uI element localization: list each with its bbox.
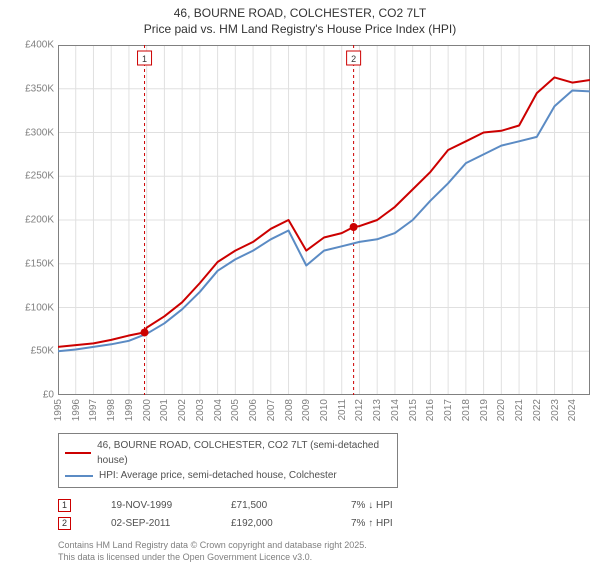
chart-title-line1: 46, BOURNE ROAD, COLCHESTER, CO2 7LT [8, 6, 592, 22]
legend-label: HPI: Average price, semi-detached house,… [99, 468, 337, 483]
x-axis-label: 1999 [124, 399, 135, 421]
x-axis-label: 1998 [106, 399, 117, 421]
chart-title-line2: Price paid vs. HM Land Registry's House … [8, 22, 592, 38]
x-axis-label: 2017 [443, 399, 454, 421]
marker-row: 1 19-NOV-1999 £71,500 7% ↓ HPI [58, 496, 592, 514]
marker-row: 2 02-SEP-2011 £192,000 7% ↑ HPI [58, 514, 592, 532]
x-axis-label: 2013 [372, 399, 383, 421]
legend-label: 46, BOURNE ROAD, COLCHESTER, CO2 7LT (se… [97, 438, 391, 468]
legend-swatch [65, 475, 93, 477]
marker-date: 19-NOV-1999 [111, 500, 231, 511]
x-axis-label: 2000 [142, 399, 153, 421]
x-axis-label: 2003 [195, 399, 206, 421]
x-axis-label: 2018 [461, 399, 472, 421]
marker-date: 02-SEP-2011 [111, 518, 231, 529]
x-axis-label: 2007 [266, 399, 277, 421]
footer-line: Contains HM Land Registry data © Crown c… [58, 540, 592, 552]
x-axis-label: 2019 [479, 399, 490, 421]
marker-badge: 1 [58, 499, 71, 512]
legend-swatch [65, 452, 91, 454]
y-axis-label: £350K [6, 83, 54, 94]
y-axis-label: £250K [6, 171, 54, 182]
y-axis-label: £200K [6, 215, 54, 226]
marker-price: £192,000 [231, 518, 351, 529]
x-axis-label: 2015 [408, 399, 419, 421]
marker-badge: 2 [58, 517, 71, 530]
x-axis-label: 1995 [53, 399, 64, 421]
marker-diff: 7% ↓ HPI [351, 500, 393, 511]
x-axis-label: 2012 [354, 399, 365, 421]
marker-diff: 7% ↑ HPI [351, 518, 393, 529]
marker-table: 1 19-NOV-1999 £71,500 7% ↓ HPI 2 02-SEP-… [58, 496, 592, 532]
marker-price: £71,500 [231, 500, 351, 511]
x-axis-label: 2023 [550, 399, 561, 421]
x-axis-label: 2024 [567, 399, 578, 421]
legend: 46, BOURNE ROAD, COLCHESTER, CO2 7LT (se… [58, 433, 398, 488]
svg-text:2: 2 [351, 54, 356, 64]
x-axis-label: 2016 [425, 399, 436, 421]
footer-line: This data is licensed under the Open Gov… [58, 552, 592, 564]
x-axis-label: 2021 [514, 399, 525, 421]
legend-item: HPI: Average price, semi-detached house,… [65, 468, 391, 483]
y-axis-label: £300K [6, 127, 54, 138]
x-axis-label: 2011 [337, 399, 348, 421]
x-axis-label: 2009 [301, 399, 312, 421]
x-axis-label: 2010 [319, 399, 330, 421]
x-axis-label: 2008 [284, 399, 295, 421]
chart-area: 12 £0£50K£100K£150K£200K£250K£300K£350K£… [8, 41, 592, 431]
x-axis-label: 2001 [159, 399, 170, 421]
x-axis-label: 2006 [248, 399, 259, 421]
svg-text:1: 1 [142, 54, 147, 64]
y-axis-label: £50K [6, 346, 54, 357]
legend-item: 46, BOURNE ROAD, COLCHESTER, CO2 7LT (se… [65, 438, 391, 468]
y-axis-label: £150K [6, 258, 54, 269]
footer: Contains HM Land Registry data © Crown c… [58, 540, 592, 563]
x-axis-label: 2020 [496, 399, 507, 421]
x-axis-label: 1997 [88, 399, 99, 421]
y-axis-label: £100K [6, 302, 54, 313]
y-axis-label: £0 [6, 390, 54, 401]
x-axis-label: 2005 [230, 399, 241, 421]
x-axis-label: 1996 [71, 399, 82, 421]
x-axis-label: 2002 [177, 399, 188, 421]
chart-plot: 12 [58, 45, 590, 395]
y-axis-label: £400K [6, 40, 54, 51]
x-axis-label: 2022 [532, 399, 543, 421]
x-axis-label: 2004 [213, 399, 224, 421]
x-axis-label: 2014 [390, 399, 401, 421]
